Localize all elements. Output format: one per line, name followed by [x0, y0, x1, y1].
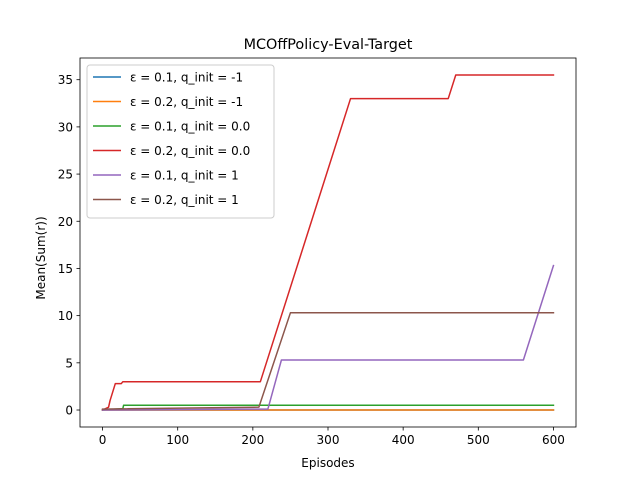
x-tick-label-1: 100 — [166, 433, 189, 447]
legend-label-2: ε = 0.1, q_init = 0.0 — [130, 120, 250, 134]
x-axis-label: Episodes — [301, 456, 354, 470]
legend-label-0: ε = 0.1, q_init = -1 — [130, 71, 243, 85]
y-tick-label-7: 35 — [58, 73, 73, 87]
plot-area: 0 100 200 300 400 500 600 0 5 10 15 20 25 30 35 — [58, 57, 577, 447]
y-axis-label: Mean(Sum(r)) — [34, 216, 48, 299]
legend-label-1: ε = 0.2, q_init = -1 — [130, 95, 243, 109]
chart-title: MCOffPolicy-Eval-Target — [244, 37, 413, 53]
x-tick-label-0: 0 — [99, 433, 107, 447]
legend-label-4: ε = 0.1, q_init = 1 — [130, 169, 239, 183]
y-tick-label-1: 5 — [65, 356, 73, 370]
x-tick-label-3: 300 — [317, 433, 340, 447]
legend-box — [86, 64, 275, 219]
y-tick-label-3: 15 — [58, 262, 73, 276]
x-tick-label-4: 400 — [392, 433, 415, 447]
series-line-5 — [101, 312, 555, 410]
legend: ε = 0.1, q_init = -1 ε = 0.2, q_init = -1… — [86, 64, 275, 219]
y-tick-label-4: 20 — [58, 215, 73, 229]
series-line-4 — [101, 264, 555, 411]
x-tick-label-2: 200 — [241, 433, 264, 447]
y-tick-label-6: 30 — [58, 120, 73, 134]
x-tick-label-5: 500 — [467, 433, 490, 447]
legend-label-3: ε = 0.2, q_init = 0.0 — [130, 144, 250, 158]
x-tick-label-6: 600 — [542, 433, 565, 447]
y-tick-label-5: 25 — [58, 168, 73, 182]
y-tick-label-0: 0 — [65, 404, 73, 418]
y-tick-label-2: 10 — [58, 309, 73, 323]
series-line-3 — [101, 74, 555, 412]
legend-label-5: ε = 0.2, q_init = 1 — [130, 193, 239, 207]
